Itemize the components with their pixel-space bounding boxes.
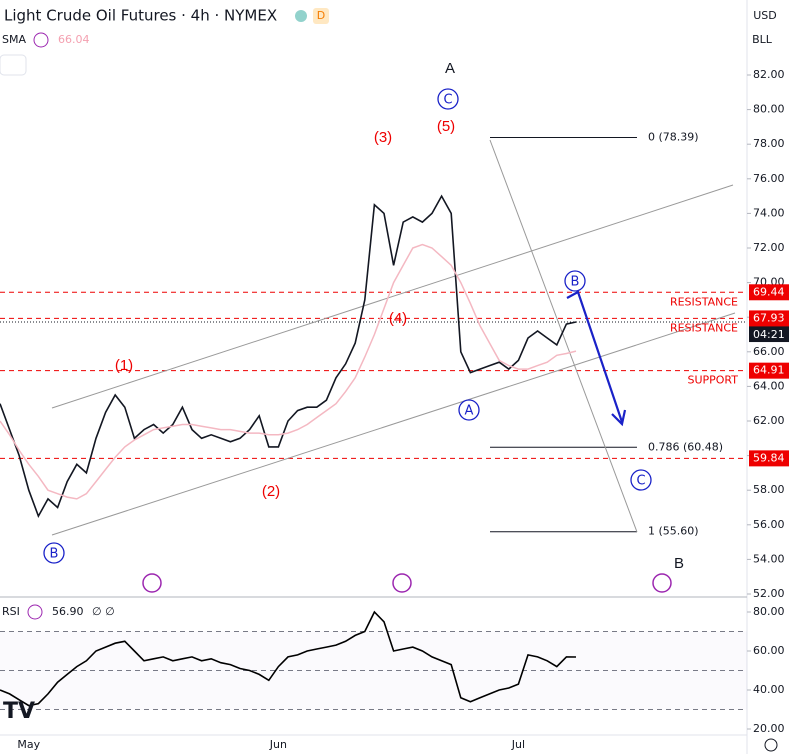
y-tick-label: 40.00 (753, 683, 785, 696)
level-note: RESISTANCE (670, 295, 738, 308)
y-tick-label: 60.00 (753, 644, 785, 657)
wave-circle (630, 469, 652, 491)
y-tick-label: 80.00 (753, 103, 785, 116)
fib-label: 0 (78.39) (648, 130, 699, 143)
projection-arrow (566, 290, 627, 427)
wave-label: (2) (262, 483, 280, 500)
sma-line (0, 243, 577, 500)
x-tick-label: Jul (511, 738, 525, 751)
fib-label: 0.786 (60.48) (648, 440, 723, 453)
level-note: SUPPORT (687, 374, 738, 387)
indicator-icon (33, 32, 49, 48)
logo: TV (3, 699, 35, 724)
y-tick-label: 62.00 (753, 414, 785, 427)
indicator-name: SMA (2, 33, 26, 46)
wave-label: A (465, 404, 474, 419)
y-tick-label: 72.00 (753, 241, 785, 254)
y-tick-label: 52.00 (753, 587, 785, 600)
currency[interactable]: USD (753, 9, 777, 22)
level-tag (749, 310, 789, 327)
level-tag (749, 450, 789, 467)
level-tag-text: 59.84 (753, 451, 785, 464)
chart-title: Light Crude Oil Futures · 4h · NYMEX (4, 7, 277, 25)
wave-circle (43, 542, 65, 564)
event-icon (392, 573, 412, 593)
wave-circle (564, 270, 586, 292)
wave-label: B (674, 555, 684, 572)
x-tick-label: Jun (269, 738, 287, 751)
event-icon (652, 573, 672, 593)
y-tick-label: 80.00 (753, 605, 785, 618)
settings-icon[interactable] (764, 738, 778, 752)
level-tag (749, 284, 789, 301)
countdown: 04:21 (753, 328, 785, 341)
wave-label: C (443, 93, 452, 108)
y-tick-label: 58.00 (753, 483, 785, 496)
rsi-name: RSI (2, 605, 20, 618)
collapse-button[interactable] (0, 54, 27, 76)
y-tick-label: 20.00 (753, 722, 785, 735)
series-line (0, 610, 577, 707)
y-tick-label: 66.00 (753, 345, 785, 358)
wave-label: B (571, 275, 580, 290)
series-line (0, 194, 577, 519)
y-tick-label: 54.00 (753, 552, 785, 565)
status-dot (295, 10, 307, 22)
wave-label: A (445, 60, 455, 77)
wave-label: (3) (374, 129, 392, 146)
badge (313, 8, 329, 24)
wave-circle (437, 88, 459, 110)
y-tick-label: 78.00 (753, 137, 785, 150)
wave-label: C (636, 474, 645, 489)
level-tag-text: 69.44 (753, 285, 785, 298)
badge-text: D (317, 9, 325, 22)
rsi-icons: ∅ ∅ (92, 605, 115, 618)
trend-line (51, 312, 736, 536)
y-tick-label: 82.00 (753, 68, 785, 81)
indicator-value: 66.04 (58, 33, 90, 46)
level-tag-text: 67.93 (753, 311, 785, 324)
level-note: RESISTANCE (670, 321, 738, 334)
y-tick-label: 64.00 (753, 379, 785, 392)
rsi-value: 56.90 (52, 605, 84, 618)
rsi-area-bg (0, 632, 747, 710)
level-tag-text: 64.91 (753, 364, 785, 377)
unit[interactable]: BLL (752, 33, 773, 46)
wave-circle (458, 399, 480, 421)
trend-line (51, 184, 734, 409)
y-tick-label: 74.00 (753, 206, 785, 219)
x-tick-label: May (17, 738, 40, 751)
level-tag (749, 362, 789, 379)
trend-line (489, 139, 638, 533)
indicator-icon (27, 604, 43, 620)
wave-label: (5) (437, 118, 455, 135)
wave-label: (4) (389, 310, 407, 327)
wave-label: B (50, 547, 59, 562)
y-tick-label: 76.00 (753, 172, 785, 185)
fib-label: 1 (55.60) (648, 525, 699, 538)
wave-label: (1) (115, 357, 133, 374)
event-icon (142, 573, 162, 593)
y-tick-label: 56.00 (753, 518, 785, 531)
